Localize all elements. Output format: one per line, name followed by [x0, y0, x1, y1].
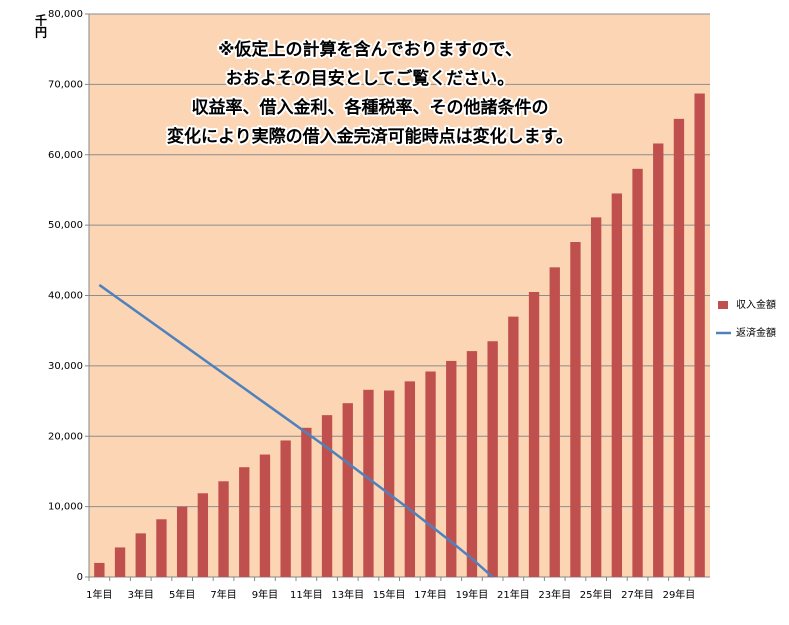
bar [425, 371, 436, 577]
y-axis-label: 千円 [34, 13, 48, 39]
y-tick-label: 70,000 [48, 79, 83, 90]
bar [218, 481, 229, 577]
bar [404, 381, 416, 577]
y-tick-label: 60,000 [48, 150, 83, 161]
y-tick-label: 0 [77, 572, 83, 583]
bar [632, 168, 643, 577]
x-tick-label: 1年目 [86, 588, 112, 601]
legend-label: 返済金額 [736, 326, 776, 339]
y-tick-label: 80,000 [48, 9, 83, 20]
bar [301, 427, 312, 577]
bar [528, 291, 540, 577]
x-tick-label: 27年目 [621, 588, 654, 601]
bar [694, 93, 705, 578]
x-tick-label: 13年目 [331, 588, 364, 601]
bar [570, 242, 581, 577]
x-tick-label: 19年目 [456, 588, 489, 601]
y-tick-label: 50,000 [48, 220, 83, 231]
line [98, 283, 494, 578]
bar [280, 440, 291, 577]
annotation: ※仮定上の計算を含んでおりますので、 [218, 39, 522, 60]
x-tick-label: 9年目 [252, 588, 278, 601]
x-tick-label: 23年目 [538, 588, 571, 601]
y-tick-label: 40,000 [48, 291, 83, 302]
bar [508, 316, 519, 577]
bar [653, 143, 664, 578]
bar [342, 403, 353, 577]
x-tick-label: 15年目 [373, 588, 406, 601]
x-tick-label: 21年目 [497, 588, 530, 601]
bar [94, 562, 105, 577]
bar [176, 506, 188, 577]
x-tick-label: 29年目 [663, 588, 696, 601]
bar [549, 267, 560, 577]
bar [197, 493, 209, 577]
x-tick-label: 17年目 [414, 588, 447, 601]
annotation: おおよその目安としてご覧ください。 [226, 68, 515, 89]
annotation: 収益率、借入金利、各種税率、その他諸条件の [192, 97, 549, 118]
bar [383, 390, 395, 577]
bar [135, 533, 146, 577]
legend-label: 収入金額 [736, 298, 776, 311]
y-tick-label: 10,000 [48, 502, 83, 513]
bar [673, 118, 685, 577]
bar [259, 454, 271, 577]
x-tick-label: 11年目 [290, 588, 323, 601]
bar [321, 415, 333, 577]
legend-swatch [718, 301, 728, 309]
x-tick-label: 25年目 [580, 588, 613, 601]
x-tick-label: 5年目 [169, 588, 195, 601]
y-tick-label: 20,000 [48, 431, 83, 442]
bar [446, 360, 457, 577]
annotation: 変化により実際の借入金完済可能時点は変化します。 [167, 126, 573, 147]
bar [363, 389, 374, 577]
bar [611, 193, 623, 578]
x-tick-label: 7年目 [210, 588, 236, 601]
bar [466, 351, 478, 577]
x-tick-label: 3年目 [128, 588, 154, 601]
bar [156, 519, 167, 577]
bar [487, 341, 498, 577]
bar [114, 547, 126, 577]
y-tick-label: 30,000 [48, 361, 83, 372]
bar [590, 217, 602, 578]
bar [239, 467, 250, 577]
